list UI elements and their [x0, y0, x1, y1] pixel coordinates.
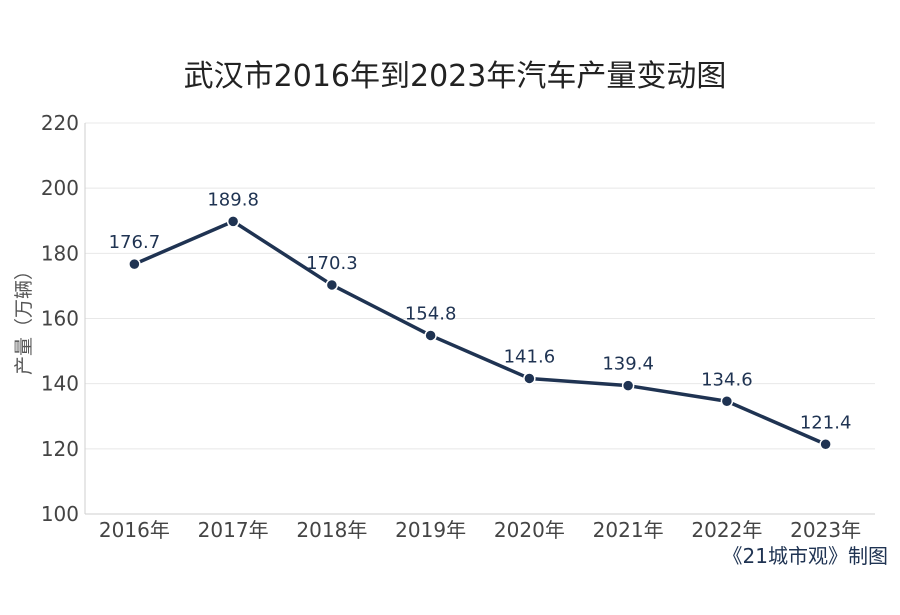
data-label: 170.3 [306, 253, 358, 274]
x-tick-label: 2018年 [296, 518, 367, 542]
y-tick-labels: 100 120 140 160 180 200 220 [41, 111, 79, 526]
data-label: 141.6 [504, 346, 556, 367]
x-tick-label: 2023年 [790, 518, 861, 542]
y-tick-label: 180 [41, 241, 79, 265]
data-label: 139.4 [602, 354, 654, 375]
axes [84, 123, 875, 515]
x-tick-label: 2017年 [198, 518, 269, 542]
x-tick-label: 2016年 [99, 518, 170, 542]
series-line [132, 219, 828, 447]
data-point [128, 257, 141, 271]
y-tick-label: 120 [41, 437, 79, 461]
chart-title: 武汉市2016年到2023年汽车产量变动图 [184, 59, 727, 94]
data-label: 121.4 [800, 412, 852, 433]
x-tick-label: 2020年 [494, 518, 565, 542]
x-tick-labels: 2016年 2017年 2018年 2019年 2020年 2021年 2022年 2023年 [99, 518, 861, 542]
data-label: 154.8 [405, 303, 457, 324]
data-label: 189.8 [207, 189, 259, 210]
y-axis-label: 产量（万辆） [13, 261, 35, 375]
data-point [621, 379, 635, 392]
data-label: 176.7 [109, 232, 161, 253]
data-point [819, 438, 832, 451]
data-label: 134.6 [701, 369, 753, 390]
data-labels: 176.7 189.8 170.3 154.8 141.6 139.4 134.6 121.4 [109, 189, 852, 433]
series [128, 215, 832, 451]
y-tick-label: 100 [41, 502, 79, 526]
data-point [523, 372, 536, 385]
x-tick-label: 2019年 [395, 518, 466, 542]
data-point [325, 278, 339, 292]
y-tick-label: 140 [41, 372, 79, 396]
y-tick-label: 220 [41, 111, 79, 135]
chart-credit: 《21城市观》制图 [723, 544, 888, 568]
data-point [424, 329, 437, 342]
y-tick-label: 200 [41, 176, 79, 200]
gridlines [85, 122, 875, 450]
y-tick-label: 160 [41, 307, 79, 331]
x-tick-label: 2022年 [691, 518, 762, 542]
data-point [226, 215, 240, 228]
x-tick-label: 2021年 [593, 518, 664, 542]
data-point [720, 395, 734, 408]
